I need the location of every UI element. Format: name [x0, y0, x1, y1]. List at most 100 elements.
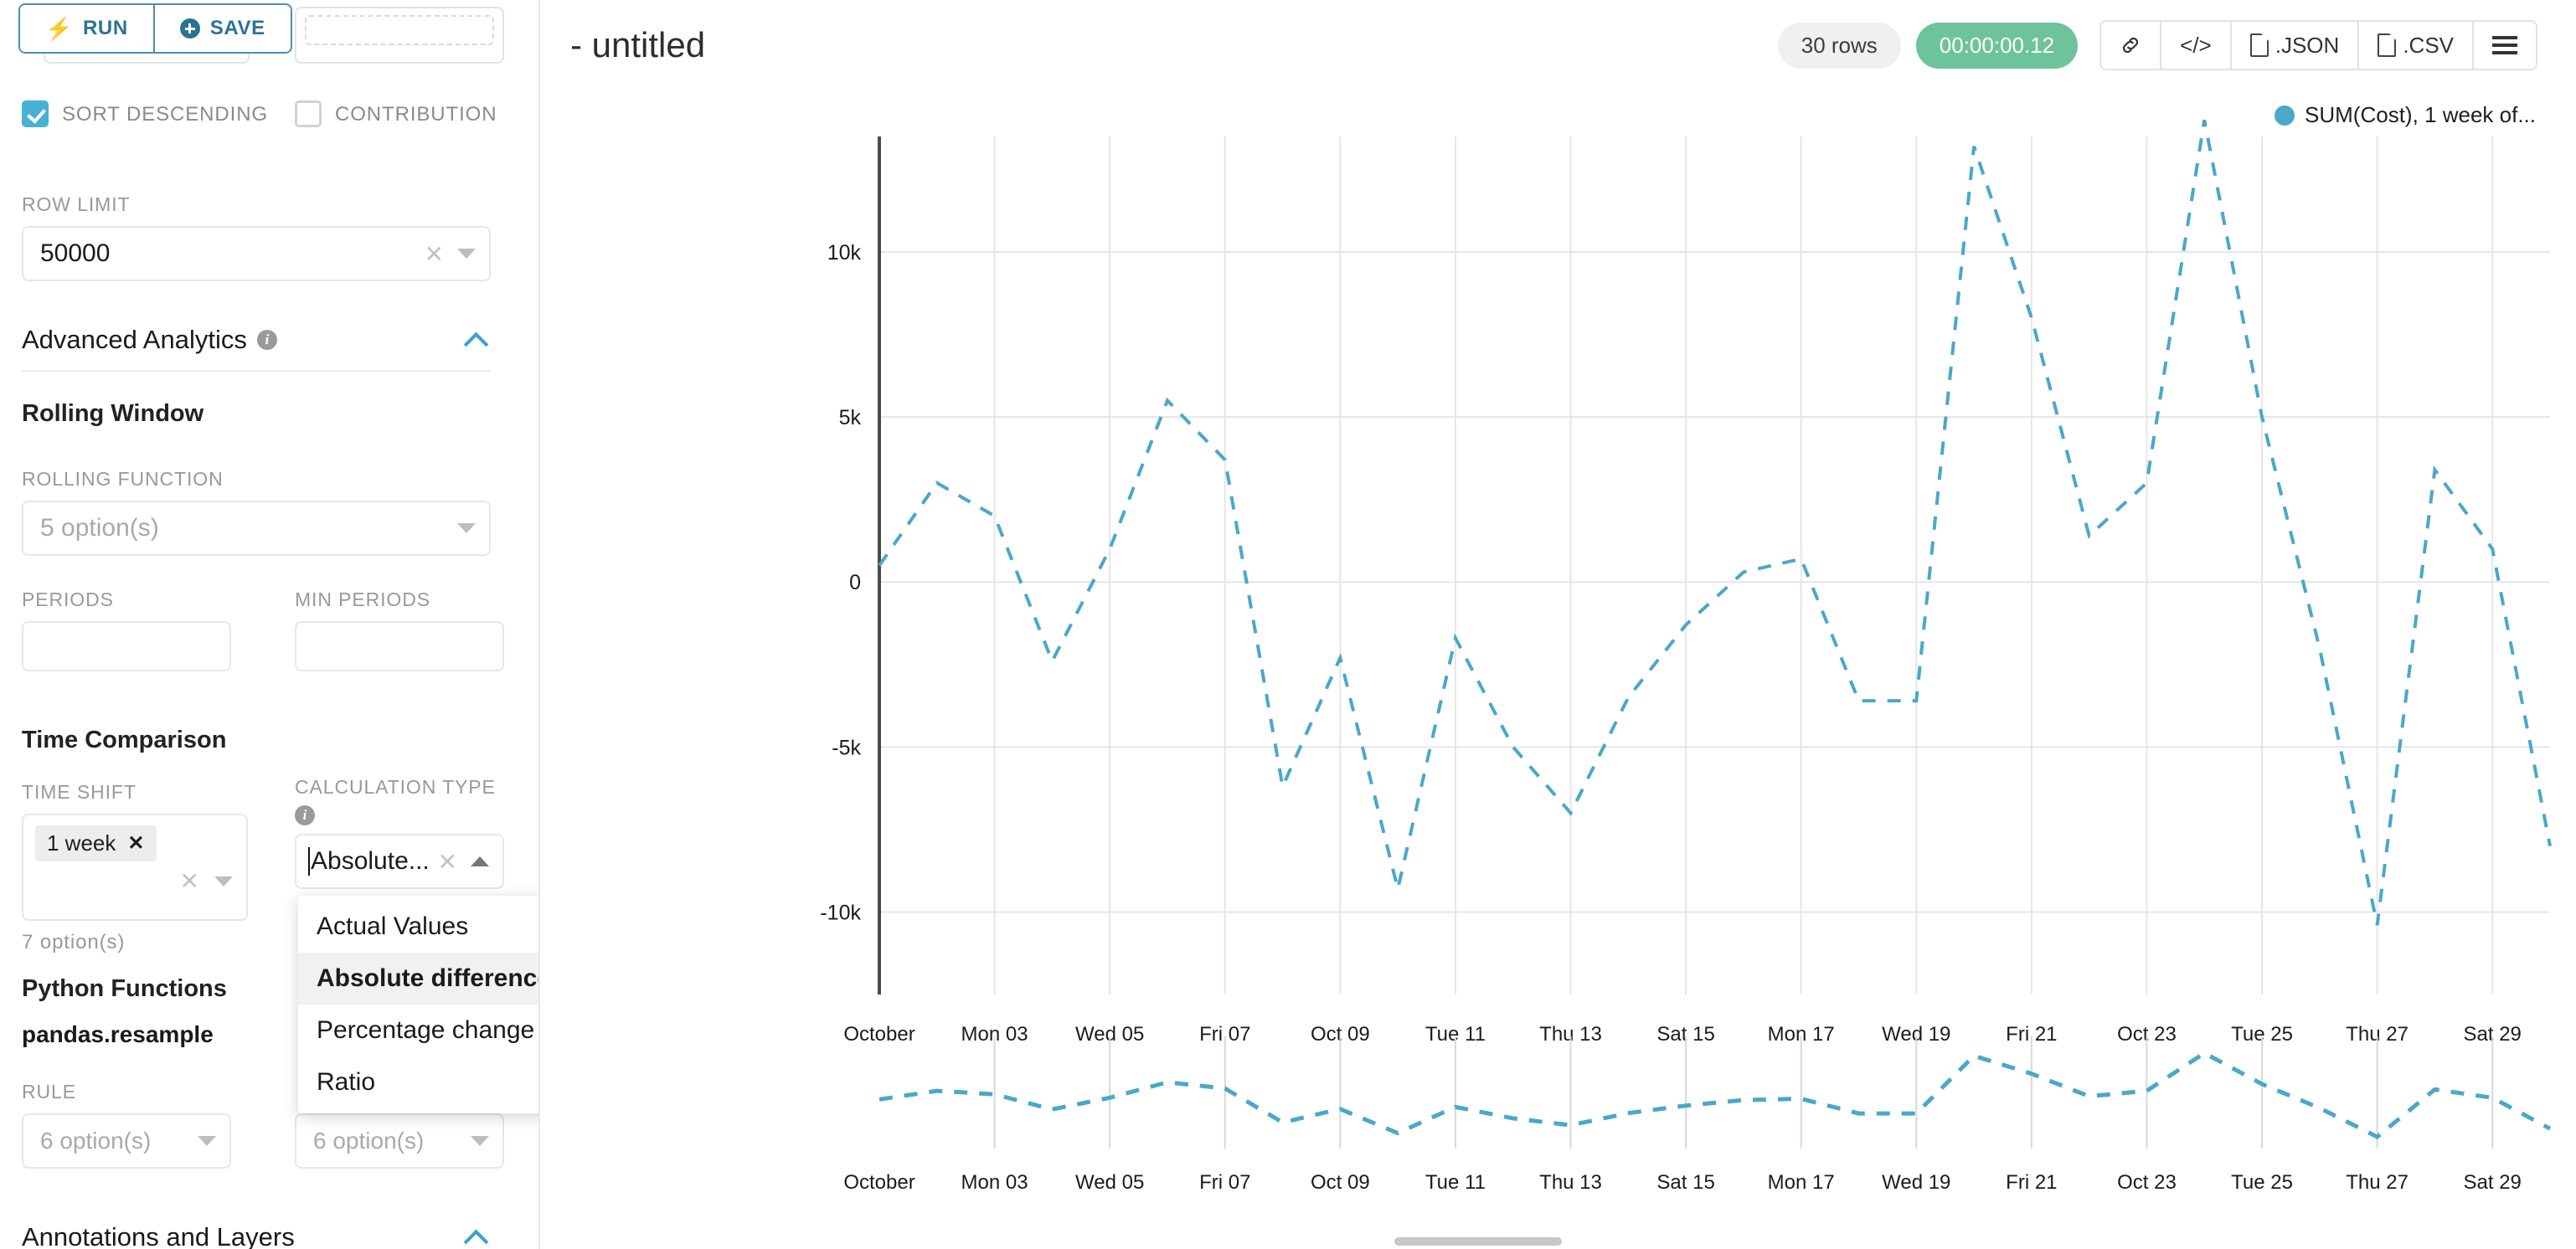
contribution-label: CONTRIBUTION: [335, 103, 497, 126]
chevron-down-icon[interactable]: [457, 249, 476, 259]
rolling-window-title: Rolling Window: [22, 400, 204, 427]
chevron-up-icon[interactable]: [471, 856, 489, 866]
clear-icon[interactable]: ✕: [179, 868, 199, 894]
annotations-layers-title: Annotations and Layers: [22, 1222, 295, 1249]
advanced-analytics-title: Advanced Analytics: [22, 325, 247, 354]
svg-text:Wed 05: Wed 05: [1075, 1171, 1144, 1194]
svg-text:Tue 11: Tue 11: [1425, 1171, 1486, 1194]
svg-text:Fri 07: Fri 07: [1199, 1171, 1250, 1194]
time-shift-token[interactable]: 1 week ✕: [35, 825, 157, 861]
dropdown-option-percentage-change[interactable]: Percentage change: [317, 1016, 535, 1044]
dropdown-option-actual-values[interactable]: Actual Values: [317, 912, 469, 940]
lightning-icon: ⚡: [45, 16, 73, 41]
clear-icon[interactable]: ✕: [437, 848, 457, 875]
view-query-button[interactable]: </>: [2161, 22, 2232, 69]
hamburger-icon: [2492, 32, 2517, 59]
svg-text:Tue 25: Tue 25: [2231, 1171, 2293, 1194]
link-icon: [2120, 34, 2141, 56]
svg-text:5k: 5k: [839, 406, 862, 429]
page-title[interactable]: - untitled: [570, 25, 706, 64]
rule-select[interactable]: 6 option(s): [22, 1113, 231, 1169]
row-limit-value: 50000: [40, 239, 111, 267]
section-divider: [22, 370, 491, 372]
text-cursor: [308, 847, 310, 876]
chart-brush-selector[interactable]: October Mon 03 Wed 05 Fri 07 Oct 09 Tue 11 Thu…: [843, 1036, 2552, 1194]
download-json-button[interactable]: .JSON: [2231, 22, 2360, 69]
contribution-checkbox[interactable]: [295, 100, 322, 127]
svg-text:Wed 19: Wed 19: [1882, 1171, 1950, 1194]
rule-label: RULE: [22, 1081, 76, 1103]
chart-legend[interactable]: SUM(Cost), 1 week of...: [2275, 102, 2536, 128]
chevron-up-icon[interactable]: [462, 326, 491, 354]
chart-actions-group: </> .JSON .CSV: [2099, 20, 2537, 70]
svg-text:10k: 10k: [827, 241, 862, 265]
svg-text:-10k: -10k: [820, 901, 861, 924]
chevron-up-icon[interactable]: [462, 1223, 491, 1249]
chevron-down-icon[interactable]: [198, 1136, 216, 1146]
chevron-down-icon[interactable]: [214, 876, 233, 887]
time-shift-options-count: 7 option(s): [22, 931, 126, 953]
svg-text:Mon 03: Mon 03: [961, 1171, 1028, 1194]
svg-text:Thu 27: Thu 27: [2346, 1171, 2409, 1194]
download-json-label: .JSON: [2275, 32, 2340, 58]
csv-file-icon: [2378, 33, 2397, 57]
save-button[interactable]: SAVE: [154, 5, 291, 52]
chart-gridlines: [879, 136, 2550, 995]
periods-input[interactable]: [22, 621, 231, 671]
run-button-label: RUN: [82, 17, 128, 39]
line-chart-svg: October Mon 03 Wed 05 Fri 07 Oct 09 Tue 11 Thu…: [820, 119, 2552, 1194]
info-icon[interactable]: i: [256, 330, 277, 350]
chart-panel: - untitled 30 rows 00:00:00.12 </>: [540, 0, 2576, 1249]
duration-badge: 00:00:00.12: [1915, 22, 2079, 69]
calculation-type-label: CALCULATION TYPE: [295, 776, 496, 798]
dropdown-option-absolute-difference[interactable]: Absolute difference: [298, 953, 538, 1005]
svg-text:Fri 21: Fri 21: [2006, 1171, 2057, 1194]
calculation-type-dropdown: Actual Values Absolute difference Percen…: [298, 896, 538, 1113]
rolling-function-select[interactable]: 5 option(s): [22, 501, 491, 556]
svg-text:Thu 13: Thu 13: [1539, 1171, 1602, 1194]
chart-plot-area[interactable]: October Mon 03 Wed 05 Fri 07 Oct 09 Tue 11 Thu…: [540, 90, 2576, 1249]
x-axis-tick-labels: October Mon 03 Wed 05 Fri 07 Oct 09 Tue 11 Thu…: [843, 1023, 2522, 1046]
python-functions-title: Python Functions: [22, 975, 227, 1002]
advanced-analytics-header[interactable]: Advanced Analytics i: [22, 325, 491, 355]
time-shift-token-label: 1 week: [47, 830, 116, 856]
info-icon[interactable]: i: [295, 805, 315, 825]
time-shift-select[interactable]: 1 week ✕ ✕: [22, 814, 248, 921]
method-select[interactable]: 6 option(s): [295, 1113, 504, 1169]
calculation-type-value: Absolute...: [311, 847, 430, 875]
chart-header: - untitled 30 rows 00:00:00.12 </>: [540, 0, 2576, 90]
more-menu-button[interactable]: [2474, 22, 2536, 69]
time-comparison-title: Time Comparison: [22, 727, 227, 753]
svg-text:Oct 09: Oct 09: [1311, 1171, 1370, 1194]
clipped-select-b[interactable]: [295, 7, 504, 64]
share-link-button[interactable]: [2101, 22, 2162, 69]
control-panel-sidebar: 7 option(s) ⚡ RUN SAVE: [0, 0, 540, 1249]
horizontal-scrollbar[interactable]: [1394, 1237, 1562, 1246]
sort-descending-checkbox[interactable]: [22, 100, 49, 127]
contribution-row[interactable]: CONTRIBUTION: [295, 99, 529, 131]
run-save-button-group: ⚡ RUN SAVE: [18, 3, 292, 54]
row-limit-label: ROW LIMIT: [22, 193, 131, 215]
run-button[interactable]: ⚡ RUN: [20, 5, 153, 52]
rows-badge: 30 rows: [1777, 22, 1901, 69]
dropdown-option-ratio[interactable]: Ratio: [317, 1068, 376, 1096]
plus-circle-icon: [179, 18, 200, 39]
svg-text:-5k: -5k: [832, 736, 861, 759]
rolling-function-label: ROLLING FUNCTION: [22, 468, 224, 490]
row-limit-select[interactable]: 50000 ✕: [22, 226, 491, 281]
download-csv-button[interactable]: .CSV: [2359, 22, 2474, 69]
annotations-layers-header[interactable]: Annotations and Layers: [22, 1222, 491, 1249]
svg-text:Mon 17: Mon 17: [1768, 1171, 1835, 1194]
legend-series-label: SUM(Cost), 1 week of...: [2305, 102, 2536, 127]
remove-token-icon[interactable]: ✕: [127, 832, 145, 855]
min-periods-input[interactable]: [295, 621, 504, 671]
chevron-down-icon[interactable]: [471, 1136, 489, 1146]
svg-text:0: 0: [849, 571, 861, 594]
clear-icon[interactable]: ✕: [424, 240, 444, 267]
json-file-icon: [2249, 33, 2269, 57]
sort-descending-row[interactable]: SORT DESCENDING: [22, 99, 273, 131]
method-value: 6 option(s): [313, 1128, 425, 1154]
calculation-type-select[interactable]: Absolute... ✕: [295, 834, 504, 889]
chevron-down-icon[interactable]: [457, 523, 476, 533]
